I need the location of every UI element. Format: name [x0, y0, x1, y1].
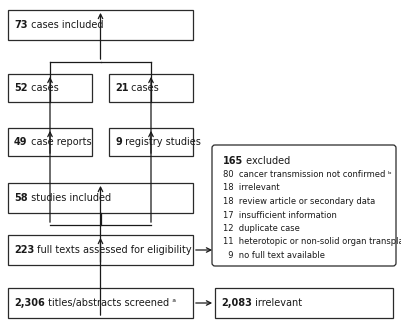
- Text: 18  review article or secondary data: 18 review article or secondary data: [223, 197, 375, 206]
- FancyBboxPatch shape: [8, 288, 193, 318]
- FancyBboxPatch shape: [8, 10, 193, 40]
- Text: 21: 21: [115, 83, 128, 93]
- FancyBboxPatch shape: [109, 128, 193, 156]
- Text: excluded: excluded: [243, 156, 290, 166]
- Text: 223: 223: [14, 245, 34, 255]
- Text: titles/abstracts screened ᵃ: titles/abstracts screened ᵃ: [45, 298, 176, 308]
- FancyBboxPatch shape: [109, 74, 193, 102]
- Text: 80  cancer transmission not confirmed ᵇ: 80 cancer transmission not confirmed ᵇ: [223, 170, 392, 179]
- Text: case reports: case reports: [28, 137, 91, 147]
- Text: cases: cases: [28, 83, 58, 93]
- Text: 2,306: 2,306: [14, 298, 45, 308]
- Text: full texts assessed for eligibility: full texts assessed for eligibility: [34, 245, 192, 255]
- FancyBboxPatch shape: [8, 235, 193, 265]
- Text: cases: cases: [128, 83, 159, 93]
- Text: 52: 52: [14, 83, 28, 93]
- FancyBboxPatch shape: [8, 74, 92, 102]
- Text: 17  insufficient information: 17 insufficient information: [223, 211, 337, 219]
- Text: 11  heterotopic or non-solid organ transplant: 11 heterotopic or non-solid organ transp…: [223, 238, 401, 246]
- Text: 12  duplicate case: 12 duplicate case: [223, 224, 300, 233]
- FancyBboxPatch shape: [212, 145, 396, 266]
- Text: 165: 165: [223, 156, 243, 166]
- Text: 58: 58: [14, 193, 28, 203]
- Text: studies included: studies included: [28, 193, 111, 203]
- FancyBboxPatch shape: [215, 288, 393, 318]
- FancyBboxPatch shape: [8, 128, 92, 156]
- FancyBboxPatch shape: [8, 183, 193, 213]
- Text: 73: 73: [14, 20, 28, 30]
- Text: irrelevant: irrelevant: [252, 298, 302, 308]
- Text: 9  no full text available: 9 no full text available: [223, 251, 325, 260]
- Text: 9: 9: [115, 137, 122, 147]
- Text: 18  irrelevant: 18 irrelevant: [223, 184, 279, 192]
- Text: cases included: cases included: [28, 20, 103, 30]
- Text: registry studies: registry studies: [122, 137, 200, 147]
- Text: 49: 49: [14, 137, 28, 147]
- Text: 2,083: 2,083: [221, 298, 252, 308]
